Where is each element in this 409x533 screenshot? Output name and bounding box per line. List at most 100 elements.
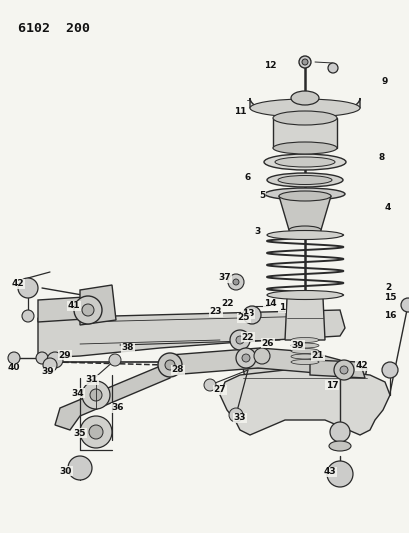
Text: 35: 35 bbox=[74, 429, 86, 438]
Text: 30: 30 bbox=[60, 466, 72, 475]
Text: 38: 38 bbox=[121, 343, 134, 352]
Text: 4: 4 bbox=[384, 204, 390, 213]
Text: 39: 39 bbox=[42, 367, 54, 376]
Circle shape bbox=[22, 310, 34, 322]
Text: 27: 27 bbox=[213, 385, 226, 394]
Circle shape bbox=[254, 348, 270, 364]
Circle shape bbox=[18, 278, 38, 298]
Ellipse shape bbox=[266, 230, 342, 239]
Text: 26: 26 bbox=[261, 338, 274, 348]
Circle shape bbox=[109, 354, 121, 366]
Circle shape bbox=[327, 63, 337, 73]
Polygon shape bbox=[284, 298, 324, 340]
Circle shape bbox=[36, 352, 48, 364]
Text: 1: 1 bbox=[278, 303, 284, 312]
Circle shape bbox=[232, 279, 238, 285]
Polygon shape bbox=[220, 370, 389, 435]
Ellipse shape bbox=[290, 343, 318, 348]
Circle shape bbox=[74, 296, 102, 324]
Circle shape bbox=[229, 330, 249, 350]
Text: 3: 3 bbox=[254, 228, 261, 237]
Ellipse shape bbox=[290, 349, 318, 353]
Ellipse shape bbox=[272, 111, 336, 125]
Text: 9: 9 bbox=[381, 77, 387, 86]
Text: 43: 43 bbox=[323, 467, 335, 477]
Circle shape bbox=[43, 358, 57, 372]
Circle shape bbox=[333, 360, 353, 380]
Polygon shape bbox=[164, 348, 339, 375]
Text: 6: 6 bbox=[244, 174, 250, 182]
Circle shape bbox=[90, 389, 102, 401]
Circle shape bbox=[68, 456, 92, 480]
Ellipse shape bbox=[290, 354, 318, 359]
Polygon shape bbox=[272, 118, 336, 148]
Text: 42: 42 bbox=[12, 279, 24, 288]
Ellipse shape bbox=[266, 173, 342, 187]
Polygon shape bbox=[309, 360, 364, 378]
Circle shape bbox=[204, 379, 216, 391]
Text: 41: 41 bbox=[67, 302, 80, 311]
Text: 37: 37 bbox=[218, 273, 231, 282]
Ellipse shape bbox=[290, 91, 318, 105]
Circle shape bbox=[298, 56, 310, 68]
Text: 8: 8 bbox=[378, 154, 384, 163]
Text: 12: 12 bbox=[263, 61, 276, 69]
Text: 16: 16 bbox=[383, 311, 395, 320]
Text: 25: 25 bbox=[237, 313, 249, 322]
Text: 22: 22 bbox=[241, 333, 254, 342]
Circle shape bbox=[229, 408, 243, 422]
Polygon shape bbox=[38, 310, 344, 358]
Text: 28: 28 bbox=[171, 366, 184, 375]
Text: 6102  200: 6102 200 bbox=[18, 22, 90, 35]
Circle shape bbox=[236, 348, 255, 368]
Text: 40: 40 bbox=[8, 364, 20, 373]
Text: 31: 31 bbox=[85, 376, 98, 384]
Ellipse shape bbox=[249, 99, 359, 117]
Text: 15: 15 bbox=[383, 293, 395, 302]
Ellipse shape bbox=[272, 142, 336, 154]
Circle shape bbox=[164, 360, 175, 370]
Text: 23: 23 bbox=[209, 308, 222, 317]
Ellipse shape bbox=[290, 337, 318, 343]
Circle shape bbox=[47, 352, 63, 368]
Ellipse shape bbox=[278, 191, 330, 201]
Text: 21: 21 bbox=[311, 351, 324, 360]
Text: 11: 11 bbox=[233, 108, 246, 117]
Ellipse shape bbox=[288, 226, 320, 234]
Polygon shape bbox=[55, 362, 170, 430]
Text: 39: 39 bbox=[291, 341, 303, 350]
Circle shape bbox=[227, 274, 243, 290]
Circle shape bbox=[89, 425, 103, 439]
Polygon shape bbox=[80, 285, 116, 325]
Text: 14: 14 bbox=[263, 300, 276, 309]
Circle shape bbox=[381, 362, 397, 378]
Circle shape bbox=[301, 59, 307, 65]
Ellipse shape bbox=[290, 359, 318, 365]
Ellipse shape bbox=[274, 157, 334, 167]
Ellipse shape bbox=[263, 154, 345, 170]
Text: 36: 36 bbox=[112, 403, 124, 413]
Ellipse shape bbox=[328, 441, 350, 451]
Text: 42: 42 bbox=[355, 361, 367, 370]
Circle shape bbox=[82, 304, 94, 316]
Text: 22: 22 bbox=[221, 300, 234, 309]
Circle shape bbox=[329, 422, 349, 442]
Circle shape bbox=[243, 306, 261, 324]
Text: 33: 33 bbox=[233, 414, 246, 423]
Polygon shape bbox=[243, 368, 366, 388]
Circle shape bbox=[241, 354, 249, 362]
Circle shape bbox=[8, 352, 20, 364]
Text: 2: 2 bbox=[384, 284, 390, 293]
Polygon shape bbox=[249, 98, 359, 116]
Circle shape bbox=[157, 353, 182, 377]
Text: 17: 17 bbox=[325, 381, 337, 390]
Circle shape bbox=[236, 336, 243, 344]
Circle shape bbox=[326, 461, 352, 487]
Circle shape bbox=[82, 381, 110, 409]
Text: 5: 5 bbox=[258, 191, 265, 200]
Text: 34: 34 bbox=[72, 389, 84, 398]
Polygon shape bbox=[38, 296, 100, 322]
Ellipse shape bbox=[266, 290, 342, 300]
Circle shape bbox=[80, 416, 112, 448]
Polygon shape bbox=[278, 196, 330, 230]
